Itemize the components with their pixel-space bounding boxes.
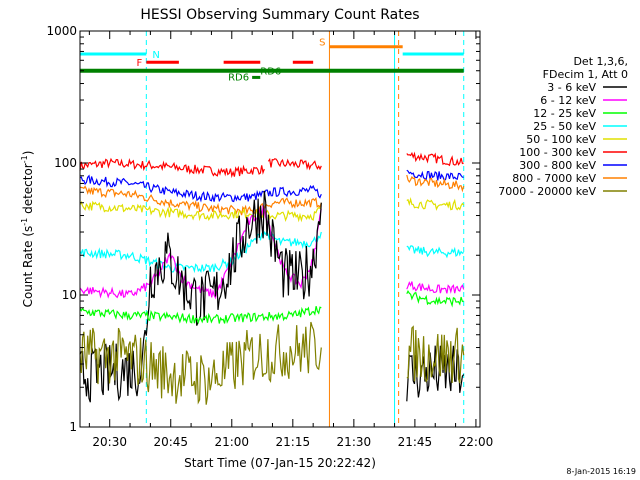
legend-label-12-25-kev: 12 - 25 keV — [533, 107, 596, 120]
flag-label-f-1: F — [137, 58, 143, 69]
flag-label-n-0: N — [152, 50, 159, 61]
flag-label-rd6-4: RD6 — [260, 67, 281, 78]
chart-title: HESSI Observing Summary Count Rates — [140, 7, 419, 23]
x-tick-label-20-30: 20:30 — [92, 435, 127, 449]
x-tick-label-21-00: 21:00 — [214, 435, 249, 449]
footer-timestamp: 8-Jan-2015 16:19 — [566, 467, 636, 476]
legend-label-50-100-kev: 50 - 100 keV — [526, 133, 596, 146]
series-7000-20000-kev-seg-1 — [406, 325, 465, 384]
series-800-7000-kev-seg-1 — [406, 174, 465, 193]
series-7000-20000-kev-seg-0 — [79, 321, 322, 405]
y-axis-label-end: ) — [21, 151, 35, 156]
flag-label-s-2: S — [319, 38, 325, 49]
y-axis-label-main: Count Rate (s — [21, 226, 35, 308]
series-6-12-kev-seg-0 — [79, 204, 322, 300]
legend-label-100-300-kev: 100 - 300 keV — [519, 146, 596, 159]
x-tick-label-21-45: 21:45 — [398, 435, 433, 449]
series-6-12-kev-seg-1 — [406, 281, 465, 294]
y-axis-label-exp2: -1 — [20, 155, 29, 163]
flag-label-rd6-3: RD6 — [228, 72, 249, 83]
series-100-300-kev-seg-2 — [406, 151, 464, 167]
legend-label-800-7000-kev: 800 - 7000 keV — [512, 172, 596, 185]
legend-label-25-50-kev: 25 - 50 keV — [533, 120, 596, 133]
series-12-25-kev-seg-1 — [406, 289, 464, 308]
data-series — [79, 151, 465, 405]
x-tick-label-20-45: 20:45 — [153, 435, 188, 449]
legend-label-3-6-kev: 3 - 6 keV — [547, 81, 596, 94]
y-axis-label: Count Rate (s-1 detector-1) — [20, 151, 35, 308]
series-50-100-kev-seg-1 — [406, 196, 465, 211]
series-25-50-kev-seg-0 — [79, 230, 322, 274]
series-800-7000-kev-seg-0 — [79, 185, 322, 216]
y-tick-label-1000: 1000 — [46, 24, 77, 38]
y-axis-ticks: 1 10 100 1000 — [46, 24, 480, 434]
legend-header-line1: Det 1,3,6, — [573, 55, 628, 68]
x-axis-ticks: 20:30 20:45 21:00 21:15 21:30 21:45 22:00 — [88, 31, 494, 449]
y-tick-label-100: 100 — [54, 156, 77, 170]
series-50-100-kev-seg-0 — [79, 200, 322, 223]
series-3-6-kev-seg-0 — [79, 190, 322, 403]
x-tick-label-21-30: 21:30 — [337, 435, 372, 449]
y-tick-label-10: 10 — [62, 288, 77, 302]
legend-label-6-12-kev: 6 - 12 keV — [540, 94, 596, 107]
legend-header-line2: FDecim 1, Att 0 — [543, 68, 628, 81]
plot-frame — [79, 30, 481, 428]
series-100-300-kev-seg-0 — [79, 157, 265, 179]
x-axis-label: Start Time (07-Jan-15 20:22:42) — [184, 456, 376, 470]
series-300-800-kev-seg-0 — [79, 174, 322, 203]
status-flags: NF S RD6 RD6 — [80, 38, 464, 83]
series-300-800-kev-seg-1 — [406, 169, 464, 182]
y-axis-label-exp1: -1 — [20, 218, 29, 226]
x-tick-label-22-00: 22:00 — [459, 435, 494, 449]
series-25-50-kev-seg-1 — [406, 245, 464, 259]
series-12-25-kev-seg-0 — [79, 306, 322, 325]
legend-label-7000-20000-kev: 7000 - 20000 keV — [498, 185, 596, 198]
y-tick-label-1: 1 — [69, 420, 77, 434]
legend-label-300-800-kev: 300 - 800 keV — [519, 159, 596, 172]
x-tick-label-21-15: 21:15 — [276, 435, 311, 449]
series-100-300-kev-seg-1 — [267, 157, 322, 171]
y-axis-label-mid: detector — [21, 163, 35, 218]
